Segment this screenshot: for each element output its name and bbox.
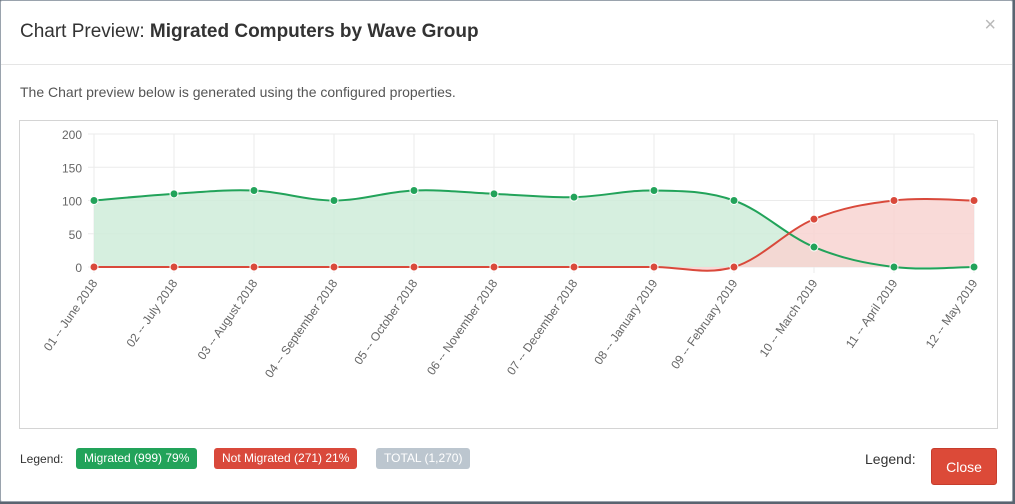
x-tick-label: 09 -- February 2019 [668, 276, 740, 371]
data-point [89, 196, 99, 205]
data-point [969, 262, 979, 272]
y-tick-label: 0 [75, 261, 82, 275]
data-point [489, 189, 499, 199]
x-tick-label: 02 -- July 2018 [123, 276, 180, 349]
x-tick-label: 10 -- March 2019 [757, 276, 821, 359]
modal-header: Chart Preview: Migrated Computers by Wav… [1, 1, 1012, 65]
data-point [569, 262, 579, 272]
data-point [169, 189, 179, 199]
data-point [329, 196, 339, 205]
x-tick-label: 12 -- May 2019 [923, 276, 981, 350]
data-point [569, 192, 579, 202]
close-button[interactable]: Close [931, 448, 997, 485]
data-point [249, 262, 259, 272]
migrated-badge: Migrated (999) 79% [76, 448, 198, 469]
series-area-1 [94, 199, 974, 271]
right-legend-label: Legend: [865, 451, 916, 467]
legend-label: Legend: [20, 452, 64, 466]
data-point [169, 262, 179, 272]
y-tick-label: 150 [62, 161, 82, 175]
data-point [409, 262, 419, 272]
x-tick-label: 07 -- December 2018 [504, 276, 581, 377]
data-point [889, 196, 899, 205]
x-tick-label: 11 -- April 2019 [843, 276, 901, 350]
modal-title-chart-name: Migrated Computers by Wave Group [149, 21, 479, 42]
y-tick-label: 200 [62, 128, 82, 142]
x-tick-label: 05 -- October 2018 [351, 276, 420, 367]
x-tick-label: 06 -- November 2018 [424, 276, 501, 377]
data-point [649, 186, 659, 196]
data-point [249, 186, 259, 196]
y-tick-label: 50 [69, 228, 83, 242]
x-tick-label: 08 -- January 2019 [591, 276, 660, 367]
data-point [409, 186, 419, 196]
data-point [649, 262, 659, 272]
close-icon[interactable]: × [984, 14, 996, 36]
x-tick-label: 01 -- June 2018 [41, 276, 101, 353]
total-badge: TOTAL (1,270) [376, 448, 471, 469]
modal-title: Chart Preview: Migrated Computers by Wav… [20, 21, 479, 43]
chart-description: The Chart preview below is generated usi… [20, 84, 456, 100]
series-area-0 [94, 190, 974, 269]
data-point [889, 262, 899, 272]
data-point [809, 214, 819, 224]
data-point [729, 262, 739, 272]
data-point [329, 262, 339, 272]
x-tick-label: 03 -- August 2018 [195, 276, 261, 362]
x-tick-label: 04 -- September 2018 [262, 276, 341, 380]
data-point [89, 262, 99, 272]
area-chart: 0 50 100 150 200 01 -- June 2018 02 -- July 20… [41, 128, 981, 380]
not-migrated-badge: Not Migrated (271) 21% [214, 448, 358, 469]
y-tick-label: 100 [62, 195, 82, 209]
modal-title-prefix: Chart Preview: [20, 21, 145, 42]
data-point [809, 242, 819, 252]
data-point [489, 262, 499, 272]
chart-container: 0 50 100 150 200 01 -- June 2018 02 -- July 20… [19, 120, 998, 429]
data-point [729, 196, 739, 205]
data-point [969, 196, 979, 205]
